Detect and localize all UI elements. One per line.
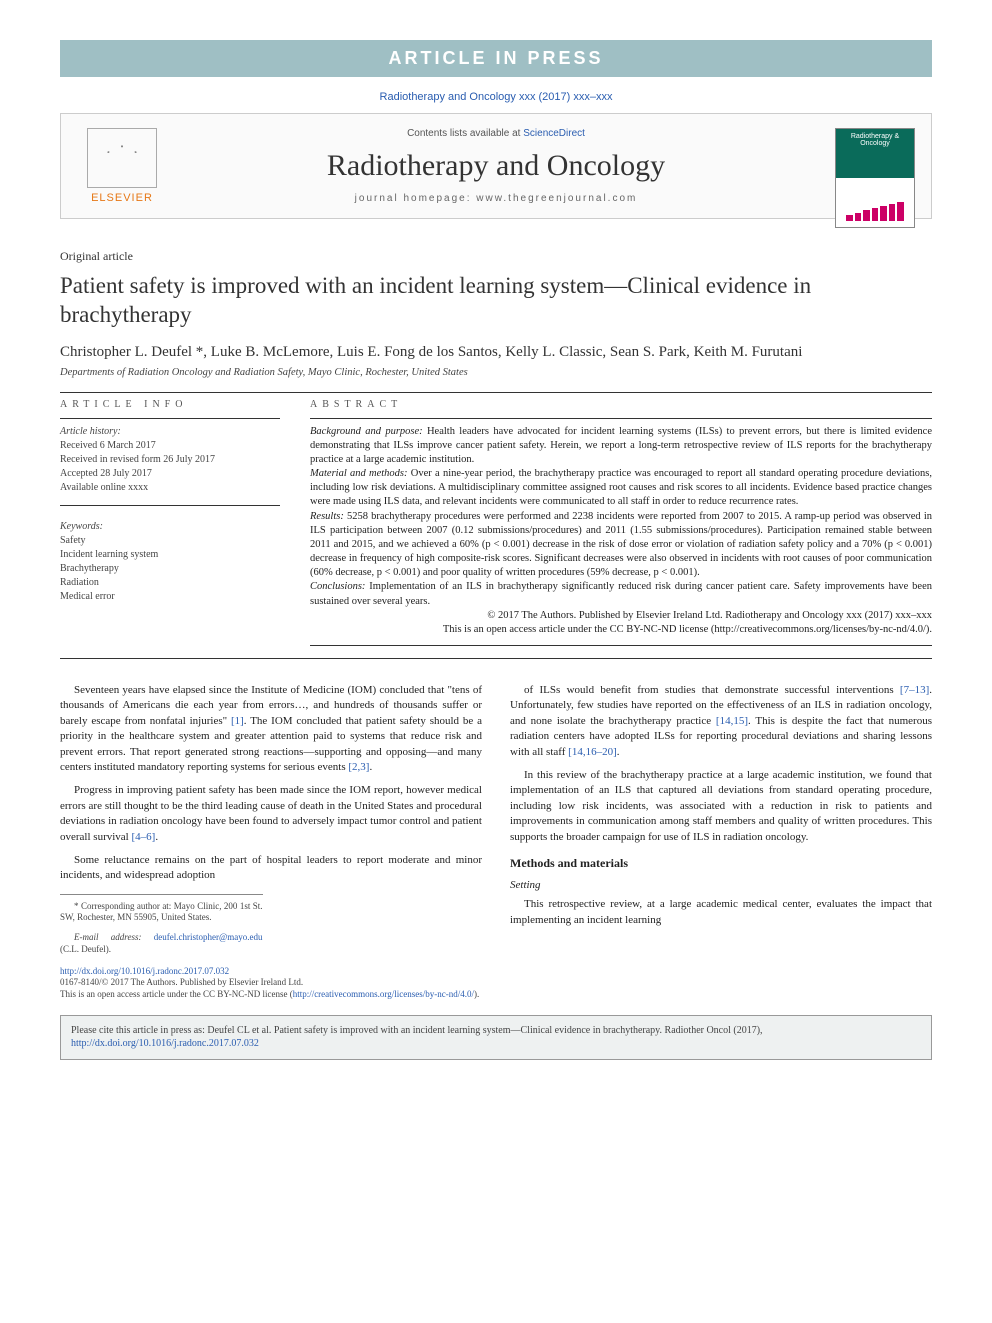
abstract-methods: Material and methods: Over a nine-year p… bbox=[310, 467, 932, 510]
article-title: Patient safety is improved with an incid… bbox=[60, 272, 932, 330]
license-text: This is an open access article under the… bbox=[60, 989, 293, 999]
footer-meta: http://dx.doi.org/10.1016/j.radonc.2017.… bbox=[60, 966, 932, 1001]
homepage-url: www.thegreenjournal.com bbox=[476, 193, 637, 204]
journal-name: Radiotherapy and Oncology bbox=[201, 149, 791, 183]
corresponding-author: * Corresponding author at: Mayo Clinic, … bbox=[60, 901, 263, 924]
article-info-heading: ARTICLE INFO bbox=[60, 399, 280, 410]
body-paragraph: Progress in improving patient safety has… bbox=[60, 783, 482, 845]
accepted-date: Accepted 28 July 2017 bbox=[60, 467, 280, 481]
subsection-heading-setting: Setting bbox=[510, 878, 932, 893]
section-heading-methods: Methods and materials bbox=[510, 855, 932, 872]
keyword: Radiation bbox=[60, 576, 280, 590]
citation-ref[interactable]: [1] bbox=[231, 715, 244, 727]
citation-header: Radiotherapy and Oncology xxx (2017) xxx… bbox=[60, 91, 932, 103]
history-label: Article history: bbox=[60, 425, 280, 439]
citation-ref[interactable]: [7–13] bbox=[900, 684, 929, 696]
contents-prefix: Contents lists available at bbox=[407, 128, 523, 139]
cite-text: Please cite this article in press as: De… bbox=[71, 1025, 763, 1036]
email-line: E-mail address: deufel.christopher@mayo.… bbox=[60, 932, 263, 955]
citation-ref[interactable]: [14,15] bbox=[716, 715, 748, 727]
article-in-press-banner: ARTICLE IN PRESS bbox=[60, 40, 932, 77]
received-date: Received 6 March 2017 bbox=[60, 439, 280, 453]
abstract-copyright: © 2017 The Authors. Published by Elsevie… bbox=[310, 609, 932, 623]
citation-ref[interactable]: [4–6] bbox=[131, 831, 155, 843]
contents-available: Contents lists available at ScienceDirec… bbox=[201, 128, 791, 139]
body-paragraph: of ILSs would benefit from studies that … bbox=[510, 683, 932, 760]
elsevier-label: ELSEVIER bbox=[77, 192, 167, 204]
keyword: Brachytherapy bbox=[60, 562, 280, 576]
online-date: Available online xxxx bbox=[60, 481, 280, 495]
keyword: Medical error bbox=[60, 590, 280, 604]
homepage-prefix: journal homepage: bbox=[355, 193, 477, 204]
journal-cover-thumbnail: Radiotherapy & Oncology bbox=[835, 128, 915, 228]
authors-text: Christopher L. Deufel *, Luke B. McLemor… bbox=[60, 344, 802, 360]
body-paragraph: This retrospective review, at a large ac… bbox=[510, 897, 932, 928]
body-paragraph: Seventeen years have elapsed since the I… bbox=[60, 683, 482, 775]
elsevier-logo: ELSEVIER bbox=[77, 128, 167, 218]
body-paragraph: Some reluctance remains on the part of h… bbox=[60, 853, 482, 884]
citation-box: Please cite this article in press as: De… bbox=[60, 1015, 932, 1060]
divider bbox=[60, 392, 932, 393]
body-text: Seventeen years have elapsed since the I… bbox=[60, 683, 932, 955]
citation-ref[interactable]: [14,16–20] bbox=[568, 746, 617, 758]
footnotes: * Corresponding author at: Mayo Clinic, … bbox=[60, 894, 263, 956]
abstract-heading: ABSTRACT bbox=[310, 399, 932, 410]
article-type: Original article bbox=[60, 249, 932, 264]
keyword: Incident learning system bbox=[60, 548, 280, 562]
cover-title: Radiotherapy & Oncology bbox=[836, 129, 914, 151]
license-link[interactable]: http://creativecommons.org/licenses/by-n… bbox=[714, 624, 926, 635]
journal-homepage: journal homepage: www.thegreenjournal.co… bbox=[201, 193, 791, 204]
affiliation: Departments of Radiation Oncology and Ra… bbox=[60, 367, 932, 378]
author-list: Christopher L. Deufel *, Luke B. McLemor… bbox=[60, 344, 932, 361]
keyword: Safety bbox=[60, 534, 280, 548]
journal-header-box: ELSEVIER Radiotherapy & Oncology Content… bbox=[60, 113, 932, 219]
issn-copyright: 0167-8140/© 2017 The Authors. Published … bbox=[60, 977, 303, 987]
abstract-conclusions: Conclusions: Implementation of an ILS in… bbox=[310, 580, 932, 608]
license-suffix: ). bbox=[474, 989, 479, 999]
keywords-label: Keywords: bbox=[60, 520, 280, 534]
abstract-results: Results: 5258 brachytherapy procedures w… bbox=[310, 510, 932, 581]
sciencedirect-link[interactable]: ScienceDirect bbox=[523, 128, 585, 139]
abstract-license: This is an open access article under the… bbox=[310, 623, 932, 637]
license-link[interactable]: http://creativecommons.org/licenses/by-n… bbox=[293, 989, 474, 999]
revised-date: Received in revised form 26 July 2017 bbox=[60, 453, 280, 467]
abstract-background: Background and purpose: Health leaders h… bbox=[310, 425, 932, 468]
cite-doi-link[interactable]: http://dx.doi.org/10.1016/j.radonc.2017.… bbox=[71, 1038, 259, 1049]
email-link[interactable]: deufel.christopher@mayo.edu bbox=[154, 932, 263, 942]
body-paragraph: In this review of the brachytherapy prac… bbox=[510, 768, 932, 845]
doi-link[interactable]: http://dx.doi.org/10.1016/j.radonc.2017.… bbox=[60, 966, 229, 976]
article-info-column: ARTICLE INFO Article history: Received 6… bbox=[60, 399, 280, 653]
abstract-column: ABSTRACT Background and purpose: Health … bbox=[310, 399, 932, 653]
citation-ref[interactable]: [2,3] bbox=[348, 761, 369, 773]
